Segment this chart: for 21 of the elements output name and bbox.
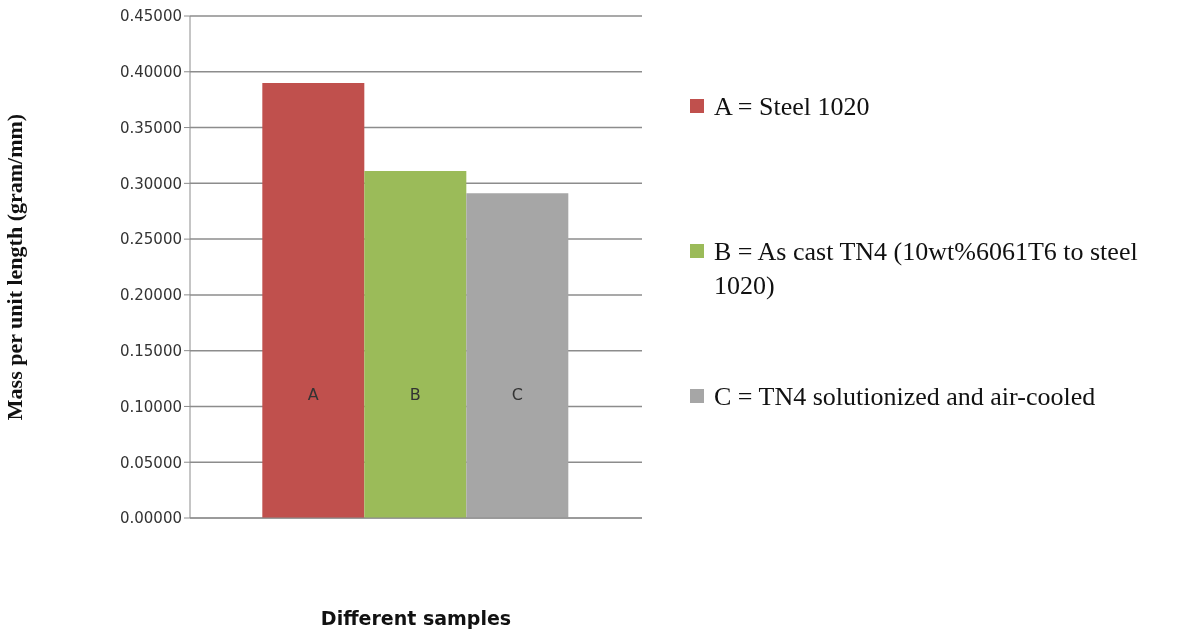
y-tick-label: 0.25000 (119, 230, 182, 249)
data-label: B (409, 385, 421, 404)
y-tick-label: 0.15000 (119, 341, 182, 360)
y-tick-label: 0.40000 (119, 63, 182, 82)
data-label: C (511, 385, 523, 404)
y-tick-label: 0.00000 (119, 509, 182, 528)
data-label: A (307, 385, 319, 404)
y-tick-label: 0.10000 (119, 397, 182, 416)
bar (364, 171, 467, 518)
y-tick-label: 0.30000 (119, 174, 182, 193)
legend-label: B = As cast TN4 (10wt%6061T6 to steel 1020) (714, 236, 1139, 302)
x-axis-title: Different samples (320, 607, 512, 629)
y-tick-label: 0.35000 (119, 118, 182, 137)
legend-label: C = TN4 solutionized and air-cooled (714, 381, 1096, 413)
y-tick-label: 0.20000 (119, 286, 182, 305)
y-tick-label: 0.05000 (119, 453, 182, 472)
y-axis-title: Mass per unit length (gram/mm) (1, 113, 27, 421)
bar (262, 82, 365, 518)
bar (466, 193, 569, 518)
y-tick-label: 0.45000 (119, 7, 182, 26)
legend-label: A = Steel 1020 (714, 91, 870, 123)
